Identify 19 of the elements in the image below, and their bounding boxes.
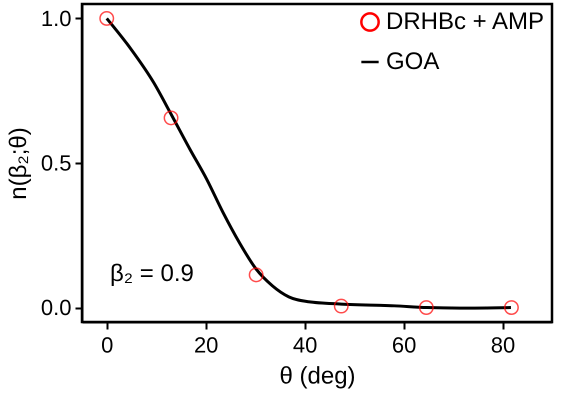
x-tick-label: 0 (101, 332, 114, 358)
point (164, 110, 179, 126)
x-tick-label: 60 (392, 332, 416, 358)
x-axis-title: θ (deg) (279, 362, 356, 390)
point (418, 300, 434, 315)
x-tick-label: 80 (490, 332, 516, 358)
x-tick-label: 40 (292, 332, 318, 358)
point (504, 300, 519, 315)
x-tick-label: 20 (194, 332, 218, 358)
point (99, 11, 114, 26)
y-tick-label: 1.0 (40, 6, 72, 31)
y-axis-title: n(β₂;θ) (4, 127, 32, 200)
y-tick-label: 0.0 (40, 295, 72, 320)
legend-label: GOA (386, 48, 440, 75)
annotation: β₂ = 0.9 (110, 260, 194, 287)
point (334, 298, 349, 314)
legend-label: DRHBc + AMP (386, 8, 544, 35)
point (248, 267, 264, 282)
y-tick-label: 0.5 (40, 150, 72, 176)
